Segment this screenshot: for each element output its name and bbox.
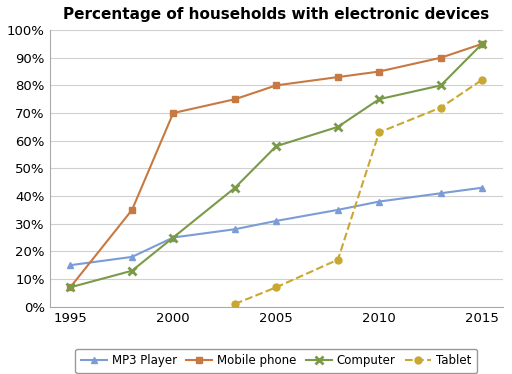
- Tablet: [335, 257, 341, 262]
- MP3 Player: [232, 227, 238, 232]
- Computer: [129, 269, 135, 273]
- Line: MP3 Player: MP3 Player: [67, 184, 485, 269]
- Computer: [438, 83, 444, 88]
- Mobile phone: [335, 75, 341, 79]
- MP3 Player: [376, 199, 382, 204]
- Computer: [273, 144, 279, 148]
- Mobile phone: [273, 83, 279, 88]
- MP3 Player: [479, 186, 485, 190]
- Computer: [376, 97, 382, 101]
- MP3 Player: [129, 255, 135, 259]
- Computer: [479, 42, 485, 46]
- Mobile phone: [129, 208, 135, 212]
- Title: Percentage of households with electronic devices: Percentage of households with electronic…: [63, 7, 489, 22]
- Line: Tablet: Tablet: [231, 76, 485, 307]
- MP3 Player: [170, 235, 176, 240]
- Tablet: [438, 105, 444, 110]
- Tablet: [273, 285, 279, 289]
- Mobile phone: [232, 97, 238, 101]
- Line: Computer: Computer: [66, 40, 486, 291]
- MP3 Player: [67, 263, 73, 267]
- Tablet: [479, 77, 485, 82]
- MP3 Player: [438, 191, 444, 196]
- Legend: MP3 Player, Mobile phone, Computer, Tablet: MP3 Player, Mobile phone, Computer, Tabl…: [75, 349, 477, 373]
- Computer: [335, 125, 341, 129]
- Mobile phone: [170, 111, 176, 115]
- Computer: [67, 285, 73, 289]
- Line: Mobile phone: Mobile phone: [67, 40, 485, 291]
- MP3 Player: [273, 219, 279, 223]
- Tablet: [232, 302, 238, 306]
- Computer: [170, 235, 176, 240]
- MP3 Player: [335, 208, 341, 212]
- Tablet: [376, 130, 382, 135]
- Mobile phone: [376, 69, 382, 74]
- Mobile phone: [479, 42, 485, 46]
- Mobile phone: [67, 285, 73, 289]
- Mobile phone: [438, 55, 444, 60]
- Computer: [232, 186, 238, 190]
